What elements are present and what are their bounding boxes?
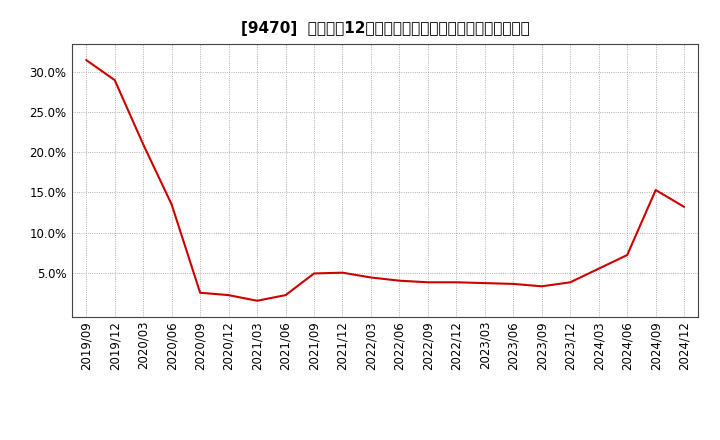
Title: [9470]  売上高の12か月移動合計の対前年同期増減率の推移: [9470] 売上高の12か月移動合計の対前年同期増減率の推移 <box>240 21 530 36</box>
